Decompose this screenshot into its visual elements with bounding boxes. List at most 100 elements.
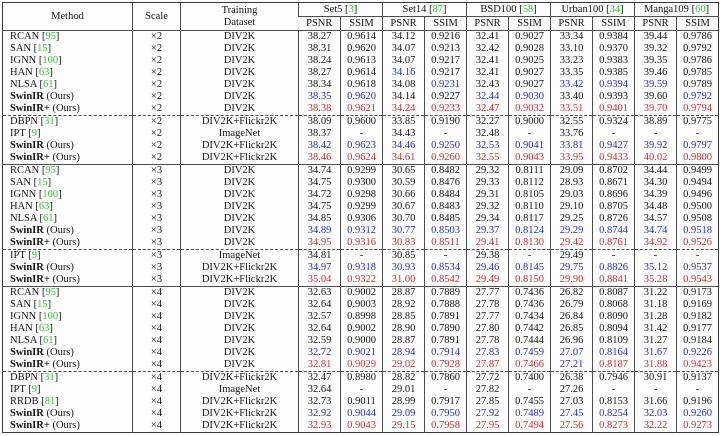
scale-cell: ×4: [132, 371, 181, 384]
value-cell: 34.72: [298, 189, 341, 201]
value-cell: 32.55: [466, 152, 509, 165]
value-cell: 0.9027: [508, 30, 551, 43]
value-cell: 0.8998: [339, 311, 383, 323]
value-cell: 0.9318: [339, 262, 383, 274]
method-cite: 9: [31, 384, 37, 395]
value-cell: 0.8164: [592, 347, 635, 359]
value-cell: 30.67: [382, 201, 425, 213]
value-cell: 29.34: [466, 213, 509, 225]
value-cell: 32.63: [298, 286, 341, 299]
dataset-cite: 3: [348, 3, 354, 15]
training-dataset-cell: DIV2K+Flickr2K: [180, 396, 299, 408]
value-cell: 29.49: [466, 274, 509, 287]
method-cell: RRDB [81]: [10, 396, 59, 407]
value-cell: 29.25: [550, 213, 593, 225]
method-name: HAN: [10, 67, 33, 78]
value-cell: 0.9137: [676, 371, 719, 384]
value-cell: 28.92: [382, 299, 425, 311]
method-cite: 81: [44, 396, 56, 407]
value-cell: 0.9250: [424, 140, 467, 152]
value-cell: 29.09: [382, 408, 425, 420]
value-cell: 38.09: [298, 115, 341, 128]
value-cell: 0.7455: [508, 396, 551, 408]
value-cell: 0.9299: [339, 201, 383, 213]
training-dataset-cell: DIV2K: [180, 359, 299, 372]
value-cell: 32.59: [298, 335, 341, 347]
table-row: SwinIR (Ours) ×2 DIV2K+Flickr2K 38.42 0.9623…: [3, 140, 719, 152]
table-row: NLSA [61] ×4 DIV2K 32.59 0.9000 28.87 0.7891 27…: [3, 335, 719, 347]
method-name: SwinIR+: [10, 103, 50, 114]
method-name: SwinIR+: [10, 237, 50, 248]
method-cell: SAN [15]: [10, 43, 52, 54]
value-cell: 38.27: [298, 30, 341, 43]
value-cell: 34.95: [298, 237, 341, 250]
method-cell: HAN [63]: [10, 201, 53, 212]
value-cell: 0.9003: [339, 299, 383, 311]
table-row: SwinIR (Ours) ×3 DIV2K+Flickr2K 34.97 0.9318…: [3, 262, 719, 274]
value-cell: 29.29: [550, 225, 593, 237]
method-name: IPT: [10, 384, 26, 395]
scale-cell: ×4: [132, 384, 181, 396]
training-dataset-cell: ImageNet: [180, 249, 299, 262]
value-cell: 40.02: [634, 152, 677, 165]
value-cell: 32.64: [298, 384, 341, 396]
value-cell: 34.46: [382, 140, 425, 152]
training-dataset-cell: DIV2K: [180, 323, 299, 335]
value-cell: 27.03: [550, 396, 593, 408]
method-cell: SAN [15]: [10, 299, 52, 310]
method-name: RCAN: [10, 165, 40, 176]
value-cell: 0.7489: [508, 408, 551, 420]
method-cell: SwinIR (Ours): [10, 408, 74, 419]
method-name: HAN: [10, 323, 33, 334]
value-cell: 0.8112: [508, 177, 551, 189]
value-cell: 0.9043: [339, 420, 383, 433]
value-cell: 38.42: [298, 140, 341, 152]
method-cell: HAN [63]: [10, 323, 53, 334]
value-cell: 29.09: [550, 164, 593, 177]
value-cell: 0.9620: [339, 91, 383, 103]
value-cell: 0.9494: [676, 177, 719, 189]
value-cell: 29.49: [550, 249, 593, 262]
value-cell: -: [339, 384, 383, 396]
col-psnr: PSNR: [550, 16, 593, 31]
value-cell: 0.9028: [508, 43, 551, 55]
value-cell: 32.03: [634, 408, 677, 420]
method-name: DBPN: [10, 116, 39, 127]
value-cell: 34.74: [634, 225, 677, 237]
scale-cell: ×2: [132, 140, 181, 152]
value-cell: 0.8111: [508, 164, 551, 177]
value-cell: 33.23: [550, 55, 593, 67]
training-dataset-cell: DIV2K: [180, 103, 299, 116]
method-cell: SwinIR+ (Ours): [10, 420, 80, 431]
value-cell: 0.9041: [508, 140, 551, 152]
method-cell: RCAN [95]: [10, 165, 60, 176]
value-cell: 0.9401: [592, 103, 635, 116]
value-cell: 0.9000: [508, 115, 551, 128]
value-cell: 0.9216: [424, 30, 467, 43]
value-cell: 0.8761: [592, 237, 635, 250]
value-cell: 0.9393: [592, 91, 635, 103]
table-row: RCAN [95] ×4 DIV2K 32.63 0.9002 28.87 0.7889 27…: [3, 286, 719, 299]
value-cell: 26.79: [550, 299, 593, 311]
value-cell: 0.9184: [676, 335, 719, 347]
col-group-manga109: Manga109 [60]: [634, 2, 719, 17]
method-cell: SwinIR (Ours): [10, 262, 74, 273]
method-cell: SwinIR+ (Ours): [2, 152, 133, 165]
dataset-name: Manga109: [644, 3, 689, 15]
value-cell: 27.78: [466, 335, 509, 347]
value-cell: 0.9002: [339, 286, 383, 299]
method-cell: SwinIR (Ours): [10, 225, 74, 236]
value-cell: 0.9621: [339, 103, 383, 116]
scale-cell: ×2: [132, 103, 181, 116]
value-cell: 33.76: [550, 128, 593, 140]
value-cell: -: [508, 249, 551, 262]
value-cell: 30.91: [634, 371, 677, 384]
value-cell: 0.9800: [676, 152, 719, 165]
dataset-name: Set14: [402, 3, 427, 15]
method-cell: SwinIR+ (Ours): [2, 103, 133, 116]
value-cell: 34.61: [382, 152, 425, 165]
training-dataset-cell: DIV2K: [180, 335, 299, 347]
value-cell: 0.7891: [424, 311, 467, 323]
value-cell: 0.9002: [339, 323, 383, 335]
method-cell: IGNN [100]: [10, 55, 62, 66]
